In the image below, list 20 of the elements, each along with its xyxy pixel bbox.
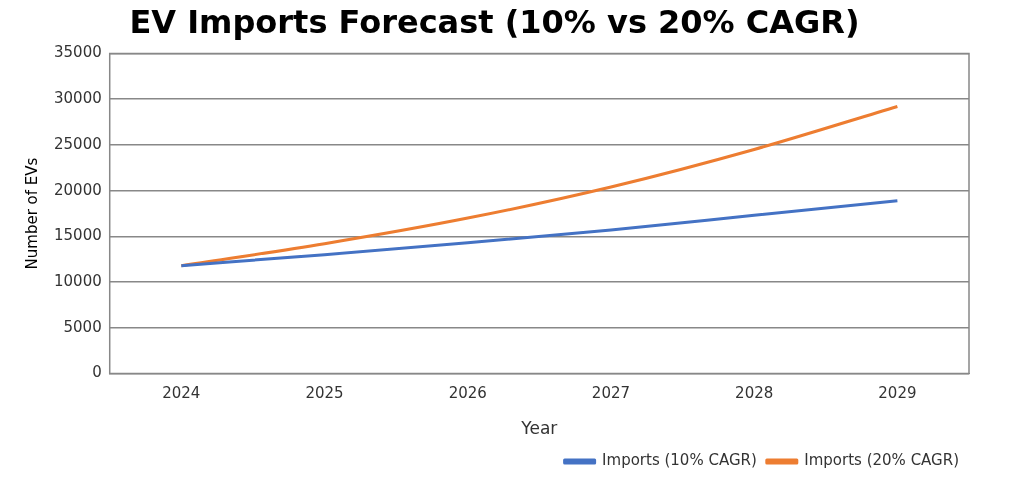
y-tick-label: 15000 bbox=[54, 226, 102, 245]
y-tick-label: 10000 bbox=[54, 272, 102, 290]
y-tick-label: 20000 bbox=[54, 180, 102, 199]
x-tick-label: 2026 bbox=[448, 384, 487, 403]
x-tick-label: 2029 bbox=[878, 384, 917, 403]
line-series bbox=[179, 199, 899, 268]
x-axis-title: Year bbox=[520, 418, 558, 439]
y-tick-label: 30000 bbox=[54, 89, 102, 108]
y-tick-label: 25000 bbox=[54, 134, 102, 153]
x-tick-label: 2027 bbox=[591, 384, 631, 403]
y-axis-title: Number of EVs bbox=[22, 157, 41, 270]
x-tick-label: 2025 bbox=[305, 384, 344, 403]
legend-label: Imports (20% CAGR) bbox=[804, 451, 960, 470]
y-tick-label: 0 bbox=[92, 363, 102, 382]
y-tick-label: 35000 bbox=[54, 43, 102, 62]
chart-title: EV Imports Forecast (10% vs 20% CAGR) bbox=[129, 2, 860, 41]
y-tick-label: 5000 bbox=[63, 317, 102, 336]
x-tick-label: 2024 bbox=[162, 384, 201, 403]
legend-label: Imports (10% CAGR) bbox=[602, 451, 757, 470]
x-tick-label: 2028 bbox=[735, 384, 774, 403]
